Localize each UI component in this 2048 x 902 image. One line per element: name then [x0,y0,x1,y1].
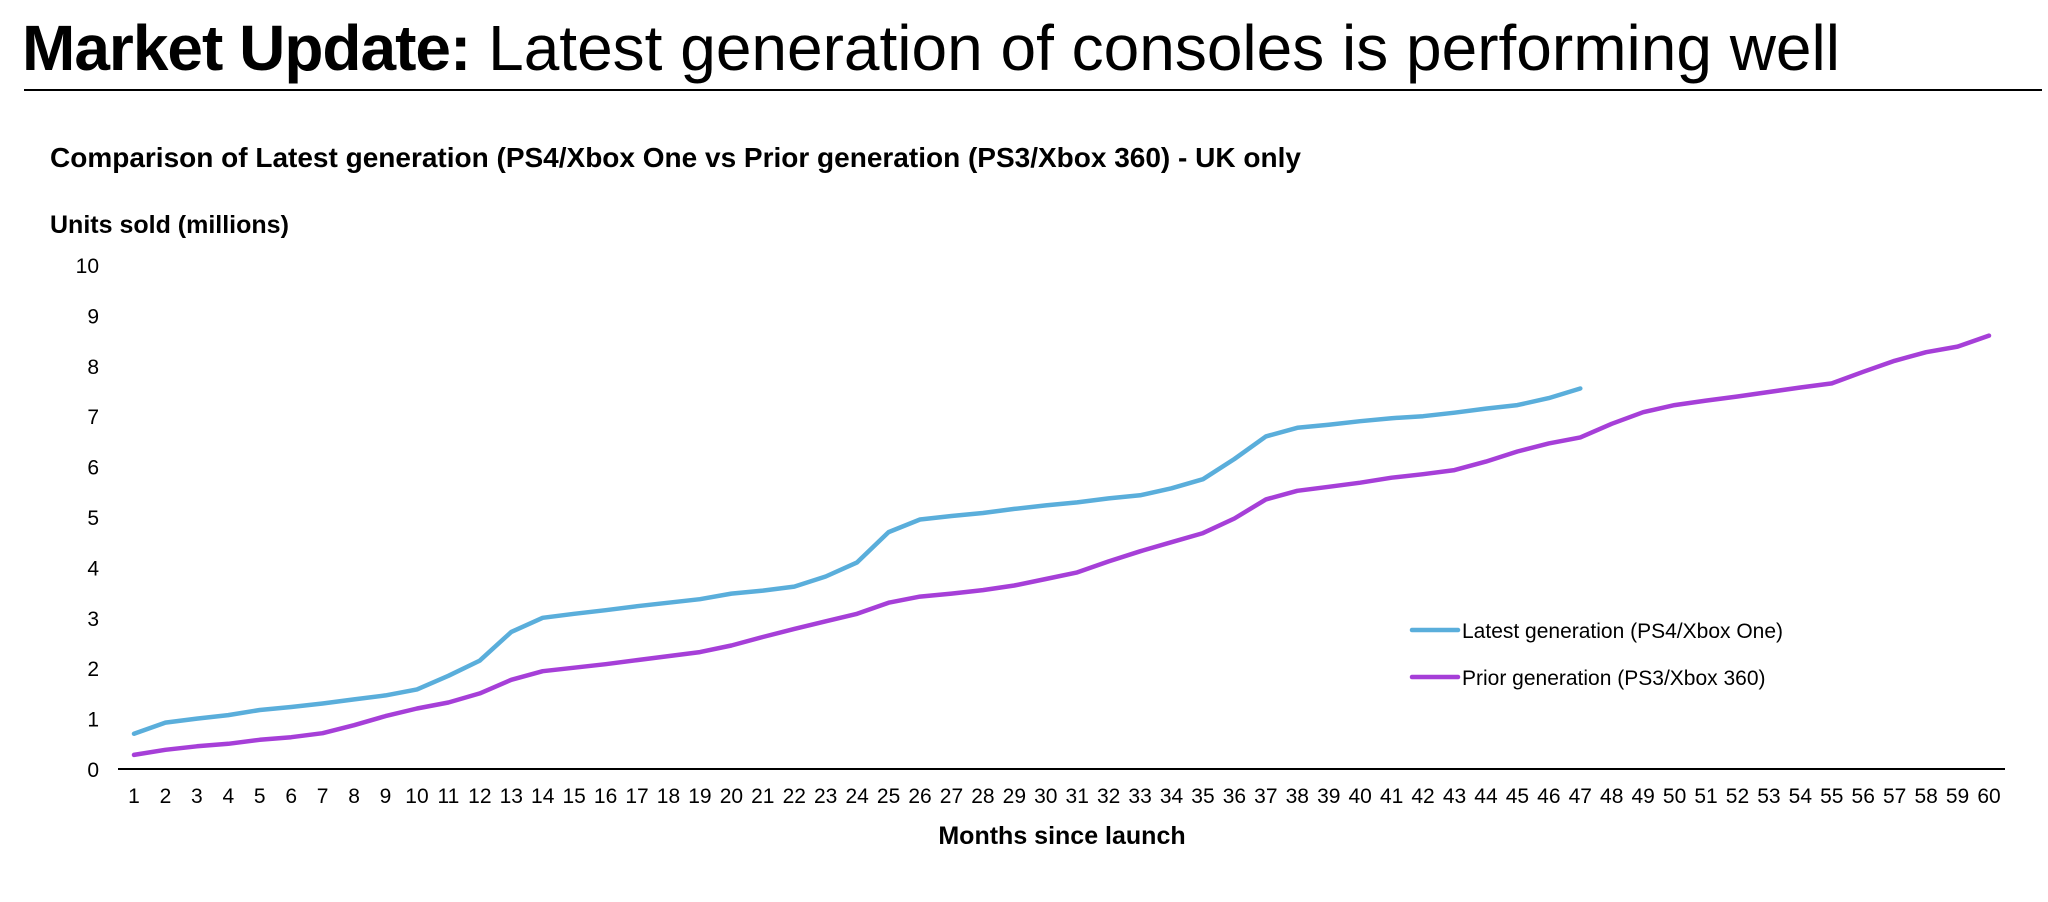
x-tick-label: 22 [783,785,806,808]
chart-title: Comparison of Latest generation (PS4/Xbo… [50,142,1301,173]
x-tick-label: 42 [1411,785,1434,808]
x-tick-label: 54 [1789,785,1813,808]
x-tick-label: 17 [625,785,648,808]
y-tick-label: 6 [87,457,99,480]
x-tick-label: 28 [971,785,994,808]
x-tick-label: 1 [128,785,140,808]
x-tick-label: 32 [1097,785,1120,808]
y-tick-label: 5 [87,507,99,530]
x-tick-label: 38 [1286,785,1309,808]
y-axis-ticks: 0 1 2 3 4 5 6 7 8 9 10 [76,255,100,782]
x-tick-label: 9 [380,785,392,808]
legend-label: Latest generation (PS4/Xbox One) [1462,620,1783,643]
x-tick-label: 12 [468,785,491,808]
x-tick-label: 58 [1914,785,1937,808]
y-tick-label: 2 [87,658,99,681]
x-tick-label: 6 [285,785,297,808]
y-tick-label: 4 [87,557,99,580]
x-tick-label: 15 [562,785,585,808]
x-tick-label: 40 [1349,785,1372,808]
x-tick-label: 20 [720,785,743,808]
x-tick-label: 51 [1694,785,1717,808]
x-tick-label: 45 [1506,785,1529,808]
x-tick-label: 60 [1977,785,2000,808]
x-tick-label: 4 [222,785,234,808]
x-tick-label: 33 [1128,785,1151,808]
legend-item: Prior generation (PS3/Xbox 360) [1409,667,1766,690]
x-tick-label: 53 [1757,785,1780,808]
page-title-rest: Latest generation of consoles is perform… [488,12,1840,84]
x-tick-label: 48 [1600,785,1623,808]
x-tick-label: 36 [1223,785,1246,808]
x-tick-label: 55 [1820,785,1843,808]
x-tick-label: 52 [1726,785,1749,808]
y-tick-label: 8 [87,356,99,379]
x-tick-label: 35 [1191,785,1214,808]
y-tick-label: 0 [87,759,99,782]
x-axis-label: Months since launch [938,822,1185,850]
y-axis-label: Units sold (millions) [50,211,289,239]
x-tick-label: 56 [1852,785,1875,808]
x-tick-label: 31 [1066,785,1089,808]
series-lines [131,333,1992,758]
x-tick-label: 13 [500,785,523,808]
x-tick-label: 43 [1443,785,1466,808]
x-tick-label: 34 [1160,785,1184,808]
x-axis-ticks: 1 2 3 4 5 6 7 8 9 10 11 12 13 14 15 16 17 18 19 20 21 22 23 24 2… [128,785,2001,808]
y-tick-label: 7 [87,406,99,429]
legend-item: Latest generation (PS4/Xbox One) [1409,620,1783,643]
x-tick-label: 2 [160,785,172,808]
series-line-latest-generation [131,386,1583,736]
x-tick-label: 5 [254,785,266,808]
y-tick-label: 1 [87,709,99,732]
x-tick-label: 44 [1474,785,1498,808]
x-tick-label: 26 [908,785,931,808]
title-divider [24,89,2042,91]
x-tick-label: 3 [191,785,203,808]
x-tick-label: 24 [845,785,869,808]
x-tick-label: 14 [531,785,555,808]
x-tick-label: 18 [657,785,680,808]
x-tick-label: 27 [940,785,963,808]
x-tick-label: 11 [438,785,460,808]
x-tick-label: 21 [751,785,774,808]
y-tick-label: 3 [87,608,99,631]
x-tick-label: 23 [814,785,837,808]
x-tick-label: 8 [348,785,360,808]
x-tick-label: 39 [1317,785,1340,808]
x-tick-label: 37 [1254,785,1277,808]
legend-label: Prior generation (PS3/Xbox 360) [1462,667,1766,690]
y-tick-label: 9 [87,305,99,328]
x-tick-label: 41 [1380,785,1403,808]
x-tick-label: 29 [1003,785,1026,808]
page-title-bold: Market Update: [22,12,471,84]
x-tick-label: 25 [877,785,900,808]
y-tick-label: 10 [76,255,99,278]
x-tick-label: 59 [1946,785,1969,808]
x-tick-label: 30 [1034,785,1057,808]
legend: Latest generation (PS4/Xbox One) Prior ge… [1409,620,1783,690]
x-tick-label: 47 [1569,785,1592,808]
x-tick-label: 10 [405,785,428,808]
x-tick-label: 16 [594,785,617,808]
x-tick-label: 50 [1663,785,1686,808]
page-title: Market Update: Latest generation of cons… [22,6,1840,90]
x-tick-label: 7 [317,785,329,808]
x-tick-label: 57 [1883,785,1906,808]
series-line-prior-generation [131,333,1992,758]
x-tick-label: 49 [1631,785,1654,808]
x-tick-label: 46 [1537,785,1560,808]
x-tick-label: 19 [688,785,711,808]
